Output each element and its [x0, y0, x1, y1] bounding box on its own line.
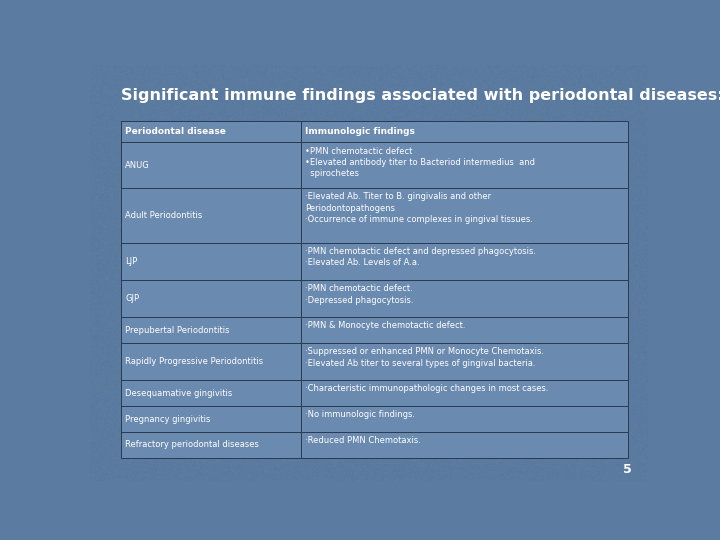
- Text: ·Reduced PMN Chemotaxis.: ·Reduced PMN Chemotaxis.: [305, 436, 421, 445]
- Text: Pregnancy gingivitis: Pregnancy gingivitis: [125, 415, 210, 423]
- Bar: [121, 318, 301, 343]
- Text: ·Characteristic immunopathologic changes in most cases.: ·Characteristic immunopathologic changes…: [305, 384, 549, 394]
- Text: ·PMN chemotactic defect.
·Depressed phagocytosis.: ·PMN chemotactic defect. ·Depressed phag…: [305, 284, 414, 305]
- Text: Desequamative gingivitis: Desequamative gingivitis: [125, 389, 233, 398]
- Text: ANUG: ANUG: [125, 161, 150, 170]
- Bar: [121, 406, 301, 432]
- Text: ·PMN chemotactic defect and depressed phagocytosis.
·Elevated Ab. Levels of A.a.: ·PMN chemotactic defect and depressed ph…: [305, 247, 536, 267]
- Bar: [121, 280, 301, 318]
- Bar: [301, 188, 629, 243]
- Bar: [121, 121, 301, 143]
- Bar: [301, 121, 629, 143]
- Text: •PMN chemotactic defect
•Elevated antibody titer to Bacteriod intermedius  and
 : •PMN chemotactic defect •Elevated antibo…: [305, 146, 536, 179]
- Text: GJP: GJP: [125, 294, 139, 303]
- Bar: [301, 380, 629, 406]
- Text: ·Suppressed or enhanced PMN or Monocyte Chemotaxis.
·Elevated Ab titer to severa: ·Suppressed or enhanced PMN or Monocyte …: [305, 347, 544, 368]
- Text: LJP: LJP: [125, 257, 138, 266]
- Text: Adult Periodontitis: Adult Periodontitis: [125, 211, 202, 220]
- Bar: [301, 243, 629, 280]
- Text: Immunologic findings: Immunologic findings: [305, 127, 415, 136]
- Text: ·PMN & Monocyte chemotactic defect.: ·PMN & Monocyte chemotactic defect.: [305, 321, 466, 330]
- Bar: [121, 432, 301, 458]
- Bar: [301, 432, 629, 458]
- Text: Significant immune findings associated with periodontal diseases:: Significant immune findings associated w…: [121, 87, 720, 103]
- Text: Periodontal disease: Periodontal disease: [125, 127, 226, 136]
- Bar: [301, 406, 629, 432]
- Bar: [301, 280, 629, 318]
- Text: Rapidly Progressive Periodontitis: Rapidly Progressive Periodontitis: [125, 357, 264, 366]
- Bar: [301, 343, 629, 380]
- Text: 5: 5: [623, 463, 631, 476]
- Bar: [121, 380, 301, 406]
- Bar: [121, 343, 301, 380]
- Text: Prepubertal Periodontitis: Prepubertal Periodontitis: [125, 326, 230, 335]
- Bar: [301, 143, 629, 188]
- Bar: [301, 318, 629, 343]
- Text: ·No immunologic findings.: ·No immunologic findings.: [305, 410, 415, 419]
- Bar: [121, 188, 301, 243]
- Text: Refractory periodontal diseases: Refractory periodontal diseases: [125, 440, 259, 449]
- Text: ·Elevated Ab. Titer to B. gingivalis and other
Periodontopathogens
·Occurrence o: ·Elevated Ab. Titer to B. gingivalis and…: [305, 192, 534, 224]
- Bar: [121, 243, 301, 280]
- Bar: [121, 143, 301, 188]
